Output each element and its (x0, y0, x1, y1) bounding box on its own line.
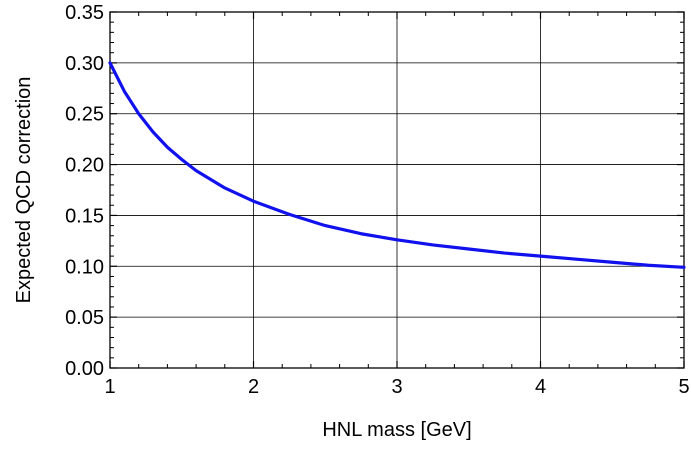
y-tick-label: 0.05 (65, 307, 104, 329)
y-tick-label: 0.15 (65, 205, 104, 227)
x-tick-label: 2 (248, 376, 259, 398)
y-tick-label: 0.35 (65, 2, 104, 24)
y-tick-label: 0.25 (65, 104, 104, 126)
grid-lines (110, 12, 684, 368)
x-tick-label: 5 (678, 376, 689, 398)
series-line (108, 61, 686, 269)
y-axis-title: Expected QCD correction (13, 77, 35, 304)
y-tick-label: 0.20 (65, 155, 104, 177)
y-tick-label: 0.10 (65, 256, 104, 278)
y-tick-label: 0.00 (65, 358, 104, 380)
series-group (108, 61, 686, 269)
x-axis-title: HNL mass [GeV] (322, 419, 471, 441)
x-tick-label: 3 (391, 376, 402, 398)
y-tick-label: 0.30 (65, 53, 104, 75)
tick-labels: 0.00 0.05 0.10 0.15 0.20 0.25 0.30 0.35 1 2 3 4 5 (65, 2, 690, 398)
axis-ticks (109, 11, 685, 369)
x-tick-label: 1 (104, 376, 115, 398)
x-tick-label: 4 (535, 376, 546, 398)
